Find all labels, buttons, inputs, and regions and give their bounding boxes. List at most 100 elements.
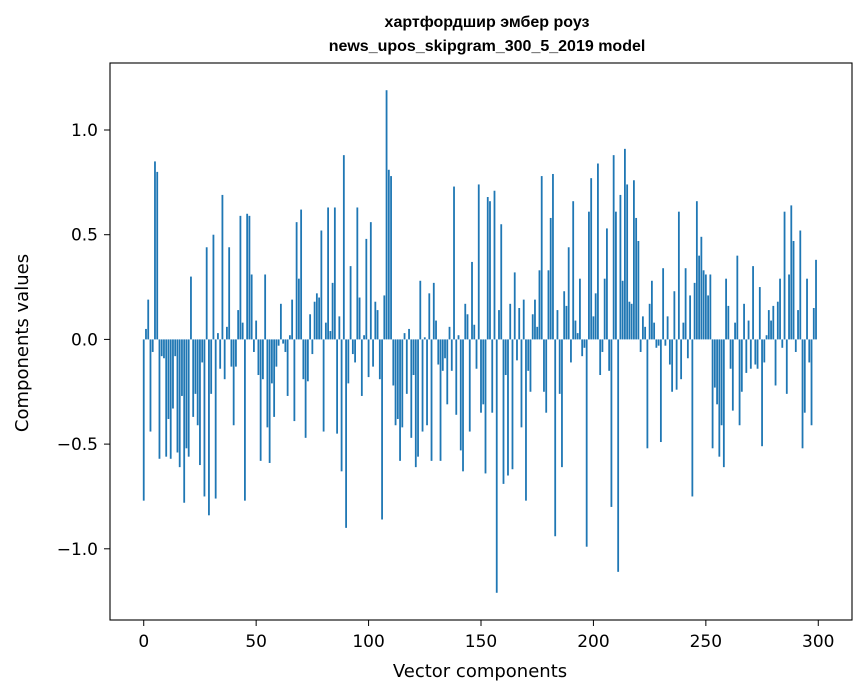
bar-component-207 [608, 339, 611, 371]
bar-component-163 [509, 303, 512, 340]
bar-component-141 [459, 339, 462, 451]
bar-component-237 [675, 339, 678, 390]
y-tick-label: 0.5 [71, 226, 98, 246]
bar-component-123 [419, 280, 422, 340]
bar-component-291 [797, 310, 799, 340]
bar-component-249 [702, 270, 705, 340]
bar-component-148 [475, 339, 478, 369]
bar-component-239 [680, 339, 683, 380]
bar-component-103 [374, 301, 377, 340]
bar-component-272 [754, 339, 757, 365]
bar-component-150 [480, 339, 482, 413]
bar-component-84 [331, 282, 334, 340]
bar-component-267 [743, 303, 745, 340]
bar-component-59 [275, 339, 278, 367]
bar-component-98 [363, 335, 365, 340]
bar-component-292 [799, 230, 802, 340]
bar-component-52 [259, 339, 262, 461]
bar-component-102 [372, 339, 374, 367]
bar-component-268 [745, 339, 748, 373]
bar-component-156 [493, 190, 496, 340]
bar-component-43 [239, 215, 242, 340]
bar-component-143 [464, 303, 467, 340]
bar-component-181 [549, 217, 552, 340]
bar-component-10 [165, 339, 168, 457]
bar-component-287 [788, 274, 790, 340]
axes-layer: 0 50 100 150 200 250 300 −1.0 −0.5 0.0 0.5 1.0 [57, 62, 853, 652]
bar-component-288 [790, 205, 793, 340]
bar-component-190 [570, 339, 572, 363]
bar-component-41 [235, 339, 237, 367]
bar-component-55 [266, 339, 269, 428]
bar-component-19 [185, 339, 188, 449]
bar-component-295 [806, 278, 808, 340]
bar-component-212 [619, 194, 622, 340]
bar-component-172 [529, 339, 532, 392]
bar-component-234 [668, 339, 671, 365]
bar-component-111 [392, 339, 395, 386]
bar-component-154 [489, 201, 491, 340]
bar-component-201 [594, 293, 597, 340]
bar-component-232 [664, 339, 667, 346]
bar-component-289 [792, 240, 795, 340]
bar-component-283 [779, 278, 781, 340]
bar-component-290 [794, 339, 797, 352]
bar-component-115 [401, 339, 404, 428]
bar-component-192 [574, 320, 577, 340]
bar-component-244 [691, 339, 694, 497]
bar-component-7 [158, 339, 161, 459]
bar-component-142 [462, 339, 464, 472]
bar-component-245 [693, 282, 696, 340]
bar-component-264 [736, 255, 739, 340]
bar-component-206 [606, 228, 608, 340]
bar-component-233 [666, 316, 669, 340]
bar-component-238 [677, 211, 680, 340]
bar-component-260 [727, 305, 730, 340]
bar-component-54 [264, 274, 267, 340]
bar-component-161 [504, 339, 507, 376]
bar-component-56 [268, 339, 271, 463]
chart-subtitle: news_upos_skipgram_300_5_2019 model [329, 38, 646, 55]
bar-component-4 [151, 339, 154, 352]
bar-component-91 [347, 339, 350, 384]
bar-component-284 [781, 339, 784, 348]
bar-component-42 [237, 310, 240, 340]
bar-component-246 [695, 201, 698, 340]
bar-component-68 [295, 222, 298, 340]
bar-component-187 [563, 291, 566, 340]
bar-component-147 [473, 324, 476, 340]
bar-component-73 [306, 339, 309, 382]
bar-component-198 [588, 211, 590, 340]
bar-component-11 [167, 339, 170, 419]
bar-component-130 [435, 320, 437, 340]
bar-component-8 [160, 339, 163, 357]
bar-component-256 [718, 339, 721, 457]
bar-component-25 [199, 339, 201, 466]
bar-component-215 [626, 184, 629, 340]
bar-component-164 [511, 339, 514, 470]
bar-component-65 [288, 335, 291, 340]
bar-component-21 [190, 276, 192, 340]
bar-component-296 [808, 339, 811, 363]
x-tick-label: 150 [465, 632, 497, 652]
bar-component-193 [576, 333, 579, 340]
bar-component-188 [565, 305, 568, 340]
bar-component-280 [772, 305, 775, 340]
bar-component-270 [749, 339, 752, 369]
bar-component-199 [590, 178, 593, 340]
bar-component-216 [628, 301, 631, 340]
bar-component-99 [365, 238, 368, 340]
bar-component-35 [221, 194, 224, 340]
bar-component-137 [450, 339, 453, 371]
bar-component-159 [500, 224, 503, 340]
bar-component-125 [423, 337, 426, 340]
bar-component-251 [707, 295, 709, 340]
bar-component-96 [358, 297, 361, 340]
bar-component-151 [482, 339, 485, 405]
bar-component-39 [230, 339, 233, 367]
bar-component-37 [226, 326, 228, 340]
bar-component-23 [194, 339, 197, 394]
bar-component-101 [369, 222, 372, 340]
bar-component-259 [725, 278, 727, 340]
